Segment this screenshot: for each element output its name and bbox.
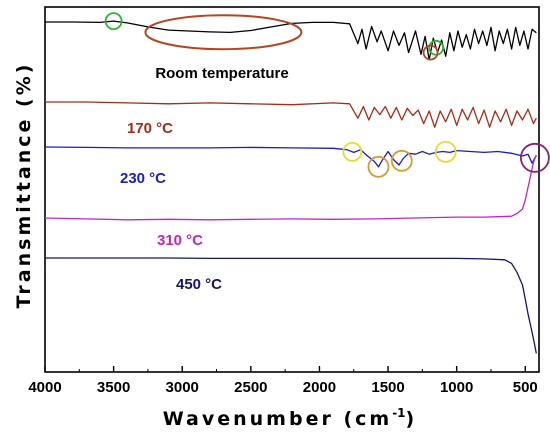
annotation-circle: [434, 140, 457, 163]
x-tick-label: 3000: [166, 379, 199, 396]
series-label: 170 °C: [127, 120, 173, 137]
series-label: Room temperature: [155, 65, 288, 82]
series-label: 450 °C: [176, 276, 222, 293]
series-line: [44, 154, 537, 221]
series-line: [44, 146, 537, 168]
series-line: [45, 257, 537, 354]
annotation-circle: [519, 142, 550, 173]
x-tick-label: 3500: [97, 379, 130, 396]
series-labels: Room temperature 170 °C 230 °C 310 °C 450 °C: [120, 65, 289, 293]
x-tick-label: 2500: [234, 379, 267, 396]
x-tick-label: 1500: [371, 379, 404, 396]
x-tick-label: 2000: [303, 379, 336, 396]
x-tick-label: 4000: [28, 379, 61, 396]
annotation-layer: [104, 12, 550, 178]
series-layer: [44, 20, 537, 354]
series-line: [45, 20, 537, 61]
x-axis-title-sup: -1: [392, 406, 405, 420]
x-axis-title-end: ): [406, 408, 418, 430]
x-axis-title: Wavenumber (cm-1): [163, 406, 417, 430]
y-axis-title: Transmittance (%): [13, 62, 35, 309]
annotation-circle: [342, 141, 363, 162]
annotation-circle: [428, 39, 444, 56]
annotation-circle: [104, 12, 123, 31]
series-line: [45, 101, 537, 128]
annotation-circle: [422, 44, 439, 61]
x-axis-title-main: Wavenumber (cm: [163, 408, 392, 430]
x-tick-labels: 4000 3500 3000 2500 2000 1500 1000 500: [28, 379, 537, 396]
plot-frame: [44, 6, 540, 373]
x-tick-label: 500: [513, 379, 538, 396]
annotation-ellipse: [144, 14, 303, 51]
x-tick-label: 1000: [440, 379, 473, 396]
series-label: 230 °C: [120, 170, 166, 187]
series-label: 310 °C: [157, 232, 203, 249]
annotation-circle: [367, 155, 390, 178]
annotation-circle: [390, 149, 413, 172]
plot-border: [44, 6, 540, 373]
